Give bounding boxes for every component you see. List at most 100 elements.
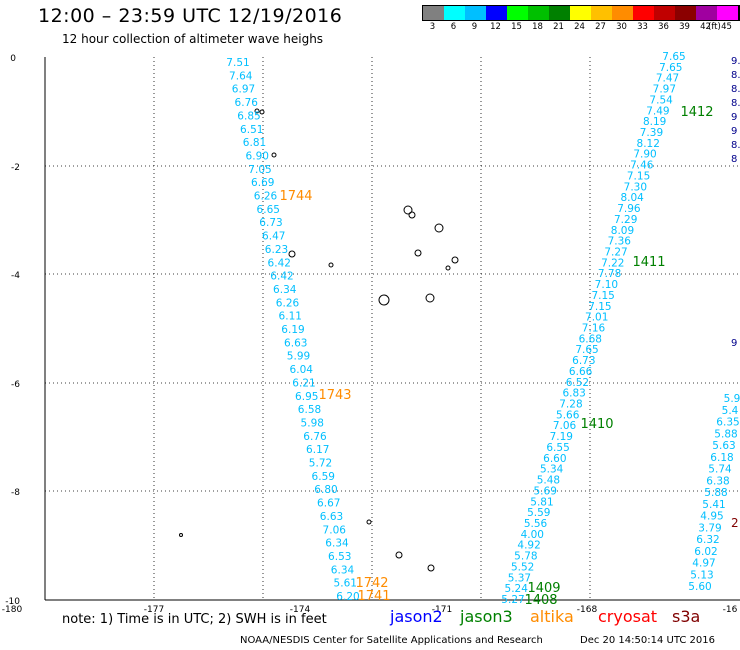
pass-time-label: 1409 <box>527 581 560 596</box>
swh-value-jason3: 7.15 <box>591 290 614 302</box>
swh-value-edge: 6.38 <box>706 475 729 487</box>
swh-value-jason3: 7.78 <box>598 268 621 280</box>
island-outline <box>395 551 403 559</box>
color-swatch <box>717 6 738 20</box>
color-scale-label: 6 <box>450 22 457 32</box>
edge-value-label: 9 <box>731 112 737 123</box>
color-scale-label: 30 <box>616 22 627 32</box>
pass-time-label: 1408 <box>524 593 557 608</box>
swh-value-altika: 5.98 <box>301 417 324 429</box>
island-outline <box>445 265 451 271</box>
swh-value-jason3: 7.65 <box>575 344 598 356</box>
swh-value-jason3: 7.47 <box>656 73 679 85</box>
swh-value-jason3: 7.36 <box>608 236 632 248</box>
swh-value-altika: 6.42 <box>268 257 291 269</box>
swh-value-altika: 7.06 <box>323 524 347 536</box>
y-tick-label: -6 <box>11 380 20 390</box>
swh-value-jason3: 7.27 <box>604 246 627 258</box>
legend-jason2: jason2 <box>390 607 443 626</box>
color-swatch <box>465 6 486 20</box>
edge-value-label: 9 <box>731 126 737 137</box>
swh-value-jason3: 5.78 <box>514 551 537 563</box>
edge-value-label: 8. <box>731 98 740 109</box>
swh-value-jason3: 7.06 <box>553 420 577 432</box>
x-tick-label: -174 <box>290 605 311 615</box>
islands <box>179 108 459 572</box>
swh-value-altika: 6.11 <box>279 311 302 323</box>
swh-value-jason3: 7.97 <box>653 84 676 96</box>
swh-value-altika: 6.69 <box>251 177 274 189</box>
edge-value-label: 9 <box>731 338 737 349</box>
swh-value-altika: 6.81 <box>243 137 266 149</box>
edge-labels: 9. 8. 8. 8. 9 9 8. 8 9 2 <box>731 56 740 530</box>
swh-value-jason3: 5.34 <box>540 464 564 476</box>
swh-value-altika: 6.63 <box>320 511 343 523</box>
legend-s3a: s3a <box>672 607 701 626</box>
swh-value-altika: 6.47 <box>262 231 285 243</box>
y-tick-label: -10 <box>5 597 20 607</box>
swh-value-edge: 5.41 <box>702 499 725 511</box>
swh-value-edge: 5.88 <box>714 428 737 440</box>
color-scale-label: 42 <box>700 22 711 32</box>
island-outline <box>451 256 459 264</box>
swh-value-edge: 4.97 <box>692 558 715 570</box>
swh-value-jason3: 5.27 <box>501 594 524 606</box>
pass-time-label: 1743 <box>318 388 351 403</box>
color-swatch <box>549 6 570 20</box>
swh-value-jason3: 8.04 <box>620 192 644 204</box>
x-tick-label: -168 <box>577 605 598 615</box>
swh-value-altika: 7.05 <box>248 164 271 176</box>
swh-value-edge: 5.9 <box>724 393 740 405</box>
color-swatch <box>633 6 654 20</box>
swh-value-altika: 7.64 <box>229 70 253 82</box>
color-scale-label: 3 <box>429 22 436 32</box>
edge-value-label: 8 <box>731 154 737 165</box>
swh-value-jason3: 5.56 <box>524 518 548 530</box>
swh-value-altika: 6.42 <box>270 271 293 283</box>
swh-value-altika: 5.72 <box>309 458 332 470</box>
swh-value-altika: 6.58 <box>298 404 321 416</box>
swh-value-altika: 6.85 <box>237 110 260 122</box>
y-tick-label: -8 <box>11 488 20 498</box>
edge-value-label: 9. <box>731 56 740 67</box>
island-outline <box>408 211 416 219</box>
color-scale-label: 18 <box>532 22 543 32</box>
swh-value-jason3: 7.28 <box>559 399 582 411</box>
island-outline <box>434 223 444 233</box>
swh-value-jason3: 7.15 <box>588 301 611 313</box>
swh-value-altika: 6.67 <box>317 498 340 510</box>
map-title: 12:00 – 23:59 UTC 12/19/2016 <box>38 5 343 27</box>
color-swatch <box>444 6 465 20</box>
swh-value-jason3: 5.69 <box>534 485 557 497</box>
island-outline <box>271 152 277 158</box>
swh-value-jason3: 8.12 <box>637 138 660 150</box>
color-swatch <box>528 6 549 20</box>
footer-credit: NOAA/NESDIS Center for Satellite Applica… <box>240 635 543 646</box>
swh-value-edge: 6.35 <box>716 417 739 429</box>
x-tick-label: -177 <box>144 605 164 615</box>
axis-ticks: -180 -177 -174 -171 -168 -16 0 -2 -4 -6 -8 -10 <box>2 54 738 615</box>
swh-value-jason3: 5.48 <box>537 475 560 487</box>
island-outline <box>425 293 435 303</box>
swh-value-jason3: 7.54 <box>649 94 673 106</box>
island-outline <box>366 519 372 525</box>
color-swatch <box>591 6 612 20</box>
swh-value-altika: 6.63 <box>284 337 307 349</box>
footer-note: note: 1) Time is in UTC; 2) SWH is in fe… <box>62 612 327 627</box>
island-outline <box>259 109 265 115</box>
swh-value-altika: 5.99 <box>287 351 310 363</box>
swh-value-jason3: 8.09 <box>611 225 634 237</box>
swh-value-jason3: 7.29 <box>614 214 637 226</box>
swh-value-edge: 6.32 <box>696 534 719 546</box>
swh-value-altika: 5.61 <box>334 578 357 590</box>
swh-value-altika: 6.34 <box>273 284 297 296</box>
swh-value-altika: 7.51 <box>226 57 249 69</box>
color-swatch <box>738 6 740 20</box>
island-outline <box>328 262 334 268</box>
swh-value-altika: 6.53 <box>328 551 351 563</box>
edge-value-label: 8. <box>731 70 740 81</box>
swh-value-jason3: 6.68 <box>579 333 602 345</box>
color-scale-label: 45 <box>721 22 732 32</box>
swh-value-jason3: 6.73 <box>572 355 595 367</box>
